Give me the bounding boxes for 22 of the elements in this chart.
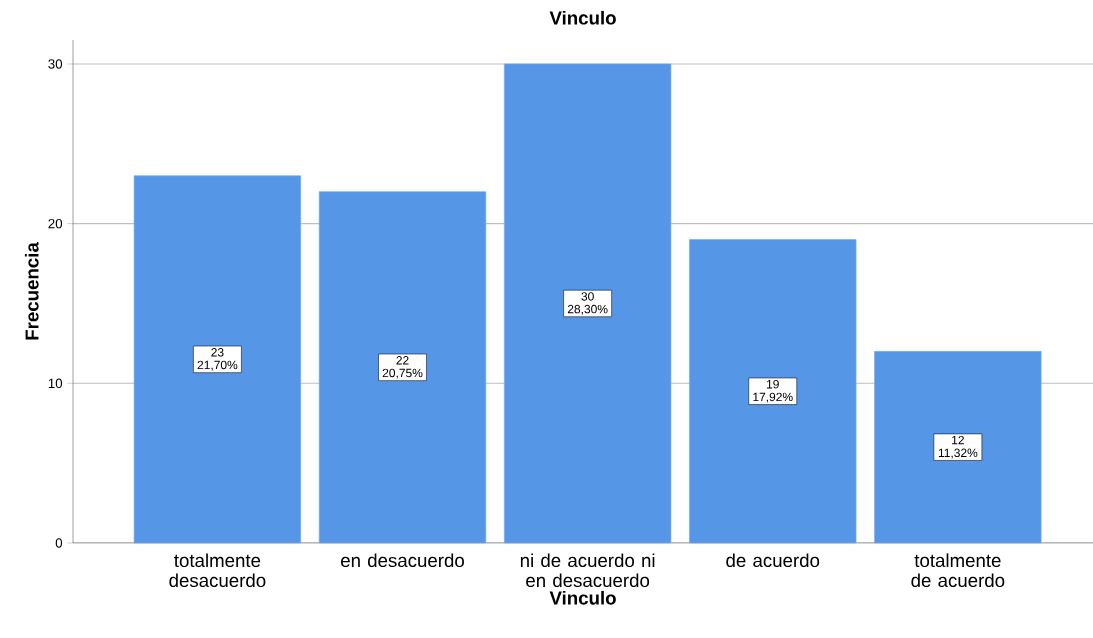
y-tick-label: 10 (48, 378, 63, 389)
bar (503, 63, 672, 544)
bar (689, 239, 857, 544)
bar (133, 175, 302, 544)
data-label: 22 20,75% (382, 356, 423, 379)
y-axis-title: Frecuencia (24, 242, 39, 340)
bar (318, 191, 487, 544)
x-tick-label: totalmente desacuerdo (169, 553, 266, 588)
data-label: 19 17,92% (753, 379, 793, 403)
x-tick-label: de acuerdo (726, 553, 820, 568)
x-tick-label: ni de acuerdo ni en desacuerdo (520, 553, 655, 588)
data-label: 30 28,30% (567, 292, 608, 315)
bar (874, 351, 1042, 544)
y-tick-label: 30 (48, 59, 63, 69)
y-tick-label: 0 (55, 538, 63, 548)
x-axis-title: Vinculo (549, 590, 616, 605)
chart-title: Vinculo (549, 10, 616, 25)
y-tick-label: 20 (48, 218, 63, 229)
x-tick-label: en desacuerdo (341, 553, 464, 568)
data-label: 12 11,32% (938, 435, 978, 459)
x-tick-label: totalmente de acuerdo (911, 553, 1005, 588)
data-label: 23 21,70% (197, 348, 238, 371)
